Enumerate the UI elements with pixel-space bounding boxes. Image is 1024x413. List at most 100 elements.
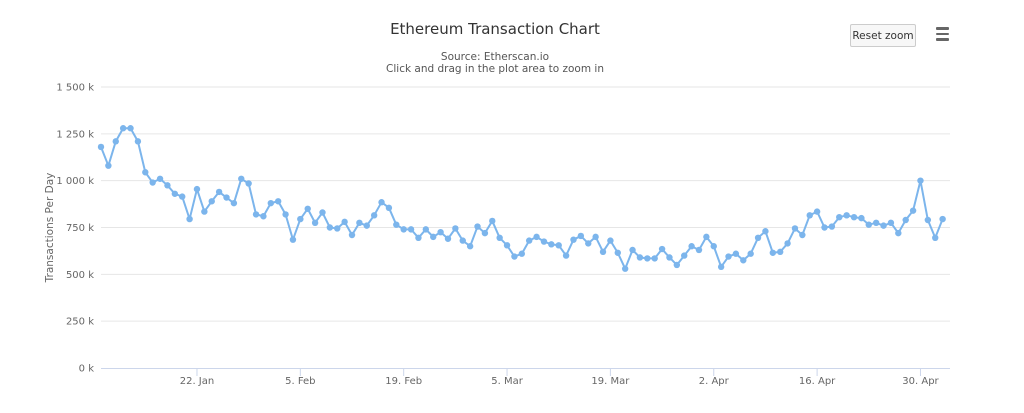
data-point [762,228,769,235]
data-point [260,213,267,220]
data-point [370,212,378,219]
data-point [651,255,658,262]
data-point [806,212,813,219]
data-point [769,249,777,256]
data-point [887,219,895,227]
reset-zoom-button[interactable]: Reset zoom [850,24,916,47]
data-point [562,252,570,259]
data-point [791,225,799,232]
data-point [311,219,319,227]
data-point [134,138,142,145]
data-point [201,208,208,215]
data-point [496,234,503,241]
data-point [813,208,821,215]
data-point [681,252,688,259]
data-point [363,222,370,229]
data-point [319,209,326,216]
data-point [629,246,636,254]
data-point [658,245,666,253]
data-point [466,243,474,250]
x-tick-label: 22. Jan [180,376,215,387]
data-point [555,242,562,249]
x-tick-label: 5. Mar [491,376,523,387]
data-point [334,225,341,232]
series-points [97,125,946,272]
data-point [725,253,732,260]
data-point [836,214,843,221]
data-point [356,219,363,227]
data-point [710,243,717,250]
data-point [245,180,252,187]
data-point [732,250,740,257]
data-point [621,265,629,272]
x-tick-label: 16. Apr [799,376,836,387]
data-point [252,211,260,218]
data-point [636,254,644,261]
data-point [326,224,334,231]
data-point [474,223,481,230]
chart-subtitle-source: Source: Etherscan.io [440,51,550,63]
data-point [415,234,422,241]
data-point [422,226,430,233]
data-point [717,263,725,271]
data-point [880,222,887,229]
data-point [230,199,238,207]
chart-subtitle-hint: Click and drag in the plot area to zoom … [386,63,604,75]
data-point [193,185,201,193]
data-point [644,255,651,262]
data-point [179,193,186,200]
data-point [430,233,437,241]
data-point [437,228,444,236]
chart-title: Ethereum Transaction Chart [390,20,600,38]
data-point [533,233,540,241]
data-point [156,175,164,182]
data-point [695,246,703,254]
x-tick-label: 2. Apr [699,376,730,387]
data-point [777,248,784,256]
data-point [917,177,924,184]
data-point [215,188,223,196]
data-point [540,238,548,245]
data-point [289,236,297,243]
data-point [400,226,407,233]
data-point [939,215,946,223]
data-point [267,199,274,207]
data-point [525,237,533,244]
x-tick-label: 5. Feb [285,376,315,387]
data-point [577,232,585,240]
data-point [673,261,681,269]
data-point [843,212,850,219]
x-axis-ticks: 22. Jan 5. Feb 19. Feb 5. Mar 19. Mar 2. Apr 1… [180,368,940,387]
data-point [592,233,599,241]
grid-lines [101,86,950,322]
data-point [548,241,555,248]
y-tick-label: 250 k [66,317,94,328]
data-point [208,198,215,205]
data-point [238,175,245,182]
data-point [186,215,193,223]
data-point [127,125,134,132]
data-point [902,216,909,224]
data-point [599,248,607,256]
data-point [703,233,710,241]
hamburger-menu-icon[interactable] [930,24,954,44]
data-point [740,257,747,264]
data-point [503,242,511,249]
data-point [341,218,348,226]
data-point [784,240,791,247]
data-point [274,198,282,205]
data-point [747,250,754,257]
data-point [459,237,466,244]
y-tick-label: 500 k [66,270,94,281]
data-point [393,221,400,228]
y-tick-label: 1 250 k [56,129,94,140]
data-point [607,237,614,244]
data-point [489,217,496,225]
data-point [872,219,880,227]
data-point [799,231,806,239]
y-tick-label: 750 k [66,223,94,234]
data-point [481,229,489,237]
data-point [511,253,518,260]
data-point [119,125,127,132]
